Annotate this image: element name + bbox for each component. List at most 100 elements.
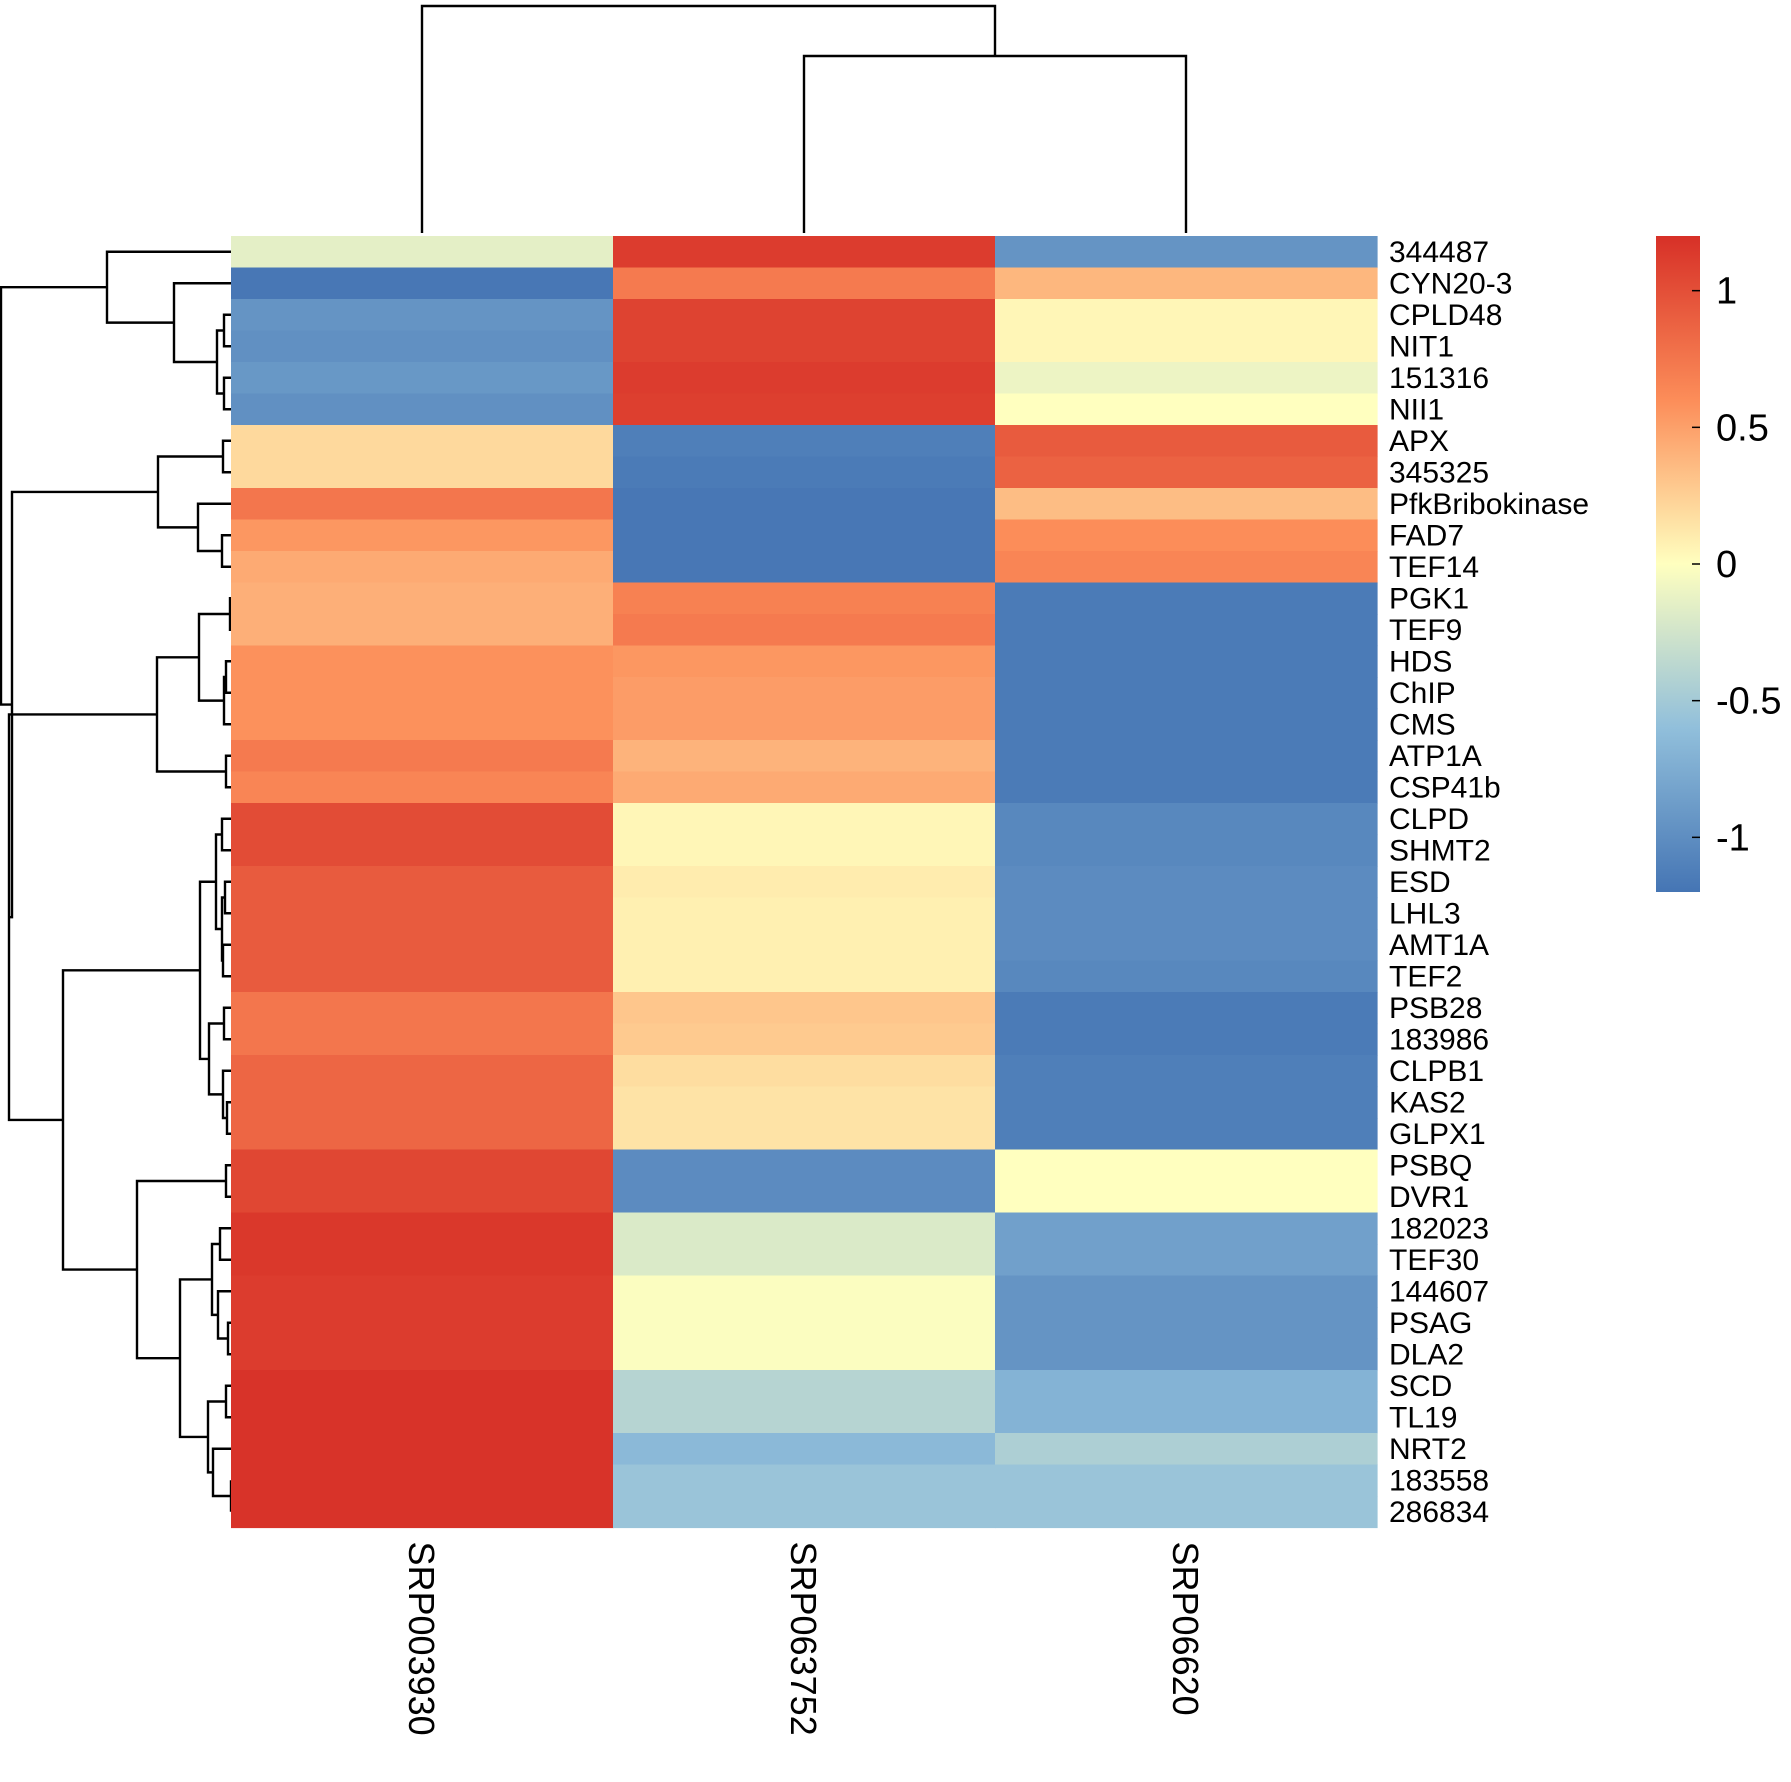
column-dendrogram-branch [802,54,1188,233]
heatmap-cell [231,771,614,804]
row-label: 182023 [1389,1212,1489,1245]
heatmap-cell [231,740,614,773]
row-dendrogram-branch [7,713,157,1122]
row-label: CSP41b [1389,771,1501,804]
row-label: TEF9 [1389,614,1462,647]
row-label: 144607 [1389,1275,1489,1308]
row-label: CLPD [1389,803,1469,836]
legend-tick-label: -1 [1716,817,1750,859]
heatmap-cell [995,645,1378,678]
heatmap-cell [231,1307,614,1340]
heatmap-cell [613,740,996,773]
heatmap-cell [995,992,1378,1025]
heatmap-cell [995,740,1378,773]
heatmap-cell [613,708,996,741]
heatmap-cell [613,456,996,489]
row-dendrogram-branch [228,597,232,631]
row-dendrogram-branch [196,502,231,553]
row-dendrogram-branch [224,1384,231,1419]
row-label: CPLD48 [1389,299,1502,332]
heatmap-cell [231,1086,614,1119]
row-label: TEF2 [1389,960,1462,993]
heatmap-cell [995,1244,1378,1277]
heatmap-cell [231,645,614,678]
row-dendrogram-branch [223,880,231,915]
heatmap-cell [613,425,996,458]
heatmap-cell [995,929,1378,962]
heatmap-cell [995,1338,1378,1371]
heatmap-cell [613,1181,996,1214]
heatmap-cell [231,330,614,363]
row-labels: 344487CYN20-3CPLD48NIT1151316NII1APX3453… [1389,236,1589,1529]
heatmap-cell [995,1212,1378,1245]
heatmap-cell [995,1275,1378,1308]
row-dendrogram-branch [224,1164,231,1198]
heatmap-cell [231,1275,614,1308]
row-label: NIT1 [1389,330,1454,363]
row-label: NRT2 [1389,1433,1467,1466]
row-dendrogram-branch [220,817,231,852]
heatmap-cell [995,1181,1378,1214]
row-label: TL19 [1389,1401,1457,1434]
heatmap-cell [613,236,996,269]
heatmap-cell [995,1433,1378,1466]
heatmap-cell [613,582,996,615]
heatmap-cell [995,1464,1378,1497]
heatmap-cell [231,614,614,647]
row-label: PGK1 [1389,582,1469,615]
row-dendrogram-branch [156,455,223,529]
heatmap-cell [613,897,996,930]
heatmap-cell [231,992,614,1025]
heatmap-cell [231,362,614,395]
heatmap-cell [995,456,1378,489]
row-label: SHMT2 [1389,834,1491,867]
heatmap-cell [613,362,996,395]
heatmap-cell [995,1118,1378,1151]
row-dendrogram-branch [220,534,231,568]
heatmap-cell [613,1370,996,1403]
heatmap-cell [995,488,1378,521]
row-dendrogram-branch [206,1400,226,1474]
color-legend: 1 0.5 0 -0.5 -1 [1656,236,1781,892]
heatmap-cells [231,236,1378,1529]
row-dendrogram-branch [0,285,107,706]
row-label: SCD [1389,1370,1452,1403]
heatmap-cell [995,897,1378,930]
heatmap-cell [995,362,1378,395]
row-label: CYN20-3 [1389,267,1512,300]
row-dendrogram-branch [221,943,231,978]
row-label: ChIP [1389,677,1456,710]
row-dendrogram-branch [61,969,200,1271]
heatmap-cell [995,834,1378,867]
heatmap-cell [231,897,614,930]
heatmap-cell [613,267,996,300]
heatmap-cell [995,708,1378,741]
heatmap-cell [231,267,614,300]
heatmap-cell [231,1149,614,1182]
heatmap-cell [613,330,996,363]
heatmap-cell [995,803,1378,836]
row-label: CLPB1 [1389,1055,1484,1088]
row-label: AMT1A [1389,929,1489,962]
heatmap-cell [231,456,614,489]
heatmap-cell [231,299,614,332]
row-dendrogram-branch [224,754,231,789]
legend-tick-label: 1 [1716,271,1737,313]
heatmap-cell [613,551,996,584]
heatmap-cell [613,1464,996,1497]
column-label: SRP003930 [401,1542,442,1736]
row-label: PSB28 [1389,992,1482,1025]
heatmap-cell [613,614,996,647]
row-label: PSBQ [1389,1149,1472,1182]
heatmap-cell [613,771,996,804]
heatmap-cell [995,1023,1378,1056]
legend-tick-label: -0.5 [1716,681,1781,723]
row-label: TEF30 [1389,1244,1479,1277]
heatmap-cell [231,551,614,584]
row-dendrogram-branch [207,1022,224,1096]
heatmap-cell [995,551,1378,584]
heatmap-cell [231,708,614,741]
heatmap-cell [613,866,996,899]
row-label: DVR1 [1389,1181,1469,1214]
legend-ticks: 1 0.5 0 -0.5 -1 [1692,271,1781,859]
